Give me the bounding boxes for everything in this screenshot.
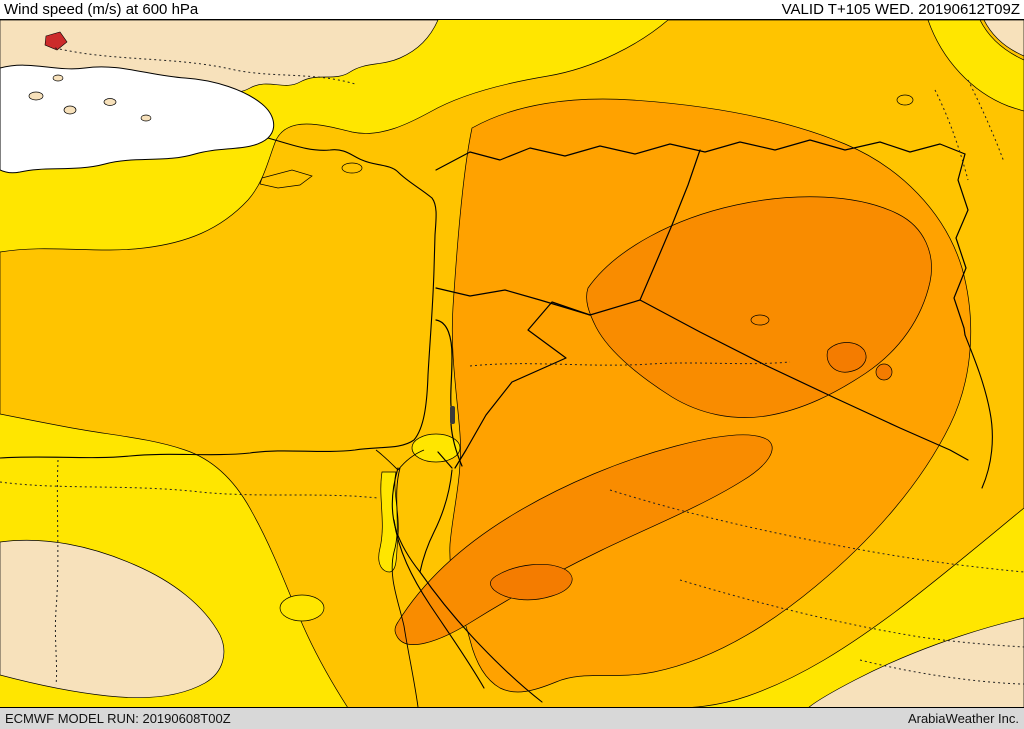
coastline-levant-egypt — [0, 137, 437, 459]
yellow-patch-nile-delta — [411, 433, 461, 463]
lake-iraq — [750, 314, 770, 326]
border-iran-west — [953, 153, 969, 336]
river-nile-delta-branches — [375, 449, 425, 471]
border-turkey-south — [435, 139, 966, 171]
island-3 — [103, 98, 117, 106]
band-cream-bottom-right — [808, 617, 1024, 707]
map-area — [0, 20, 1024, 707]
gulf-of-aqaba-coast — [419, 469, 453, 573]
dotted-border-iran-1 — [967, 79, 1005, 163]
border-syria-iraq — [639, 149, 701, 301]
attribution-label: ArabiaWeather Inc. — [907, 711, 1019, 726]
dotted-border-egypt-horizontal — [0, 481, 379, 499]
dotted-border-egypt-vertical — [54, 459, 59, 686]
map-header: Wind speed (m/s) at 600 hPa VALID T+105 … — [0, 0, 1024, 20]
border-iraq-saudi — [639, 299, 969, 461]
dark-core-spot-2 — [875, 363, 893, 381]
persian-gulf-coast — [964, 334, 993, 489]
island-5 — [52, 74, 64, 82]
map-title: Wind speed (m/s) at 600 hPa — [4, 1, 199, 18]
weather-map-svg — [0, 20, 1024, 707]
dotted-border-iran-2 — [934, 89, 969, 181]
dotted-border-saudi-1 — [609, 489, 1024, 573]
border-jordan-syria — [435, 287, 591, 316]
island-1 — [28, 91, 44, 101]
border-israel-jordan-valley — [435, 319, 463, 469]
cyprus-island — [259, 169, 313, 189]
dark-core-spot-1 — [826, 342, 867, 373]
band-yellow-topright-wedge — [927, 20, 1024, 112]
red-sea-african-coast — [393, 519, 485, 689]
island-4 — [140, 114, 152, 122]
river-nile — [391, 467, 419, 707]
band-cream-topright-corner — [983, 20, 1024, 57]
model-run-label: ECMWF MODEL RUN: 20190608T00Z — [5, 711, 231, 726]
lake-turkey — [341, 162, 363, 174]
dotted-border-turkey — [54, 47, 356, 85]
dark-core-spot-3 — [490, 564, 573, 601]
island-2 — [63, 105, 77, 115]
red-sea-arabian-coast — [419, 571, 543, 703]
dead-sea — [450, 406, 455, 424]
red-island-marker — [44, 31, 68, 51]
valid-time-label: VALID T+105 WED. 20190612T09Z — [781, 1, 1020, 18]
yellow-patch-south — [279, 594, 325, 622]
lake-van — [896, 94, 914, 106]
band-cream-bottom-left — [0, 539, 225, 698]
dotted-border-interior — [469, 361, 791, 367]
band-deep-orange-southwest — [394, 434, 773, 645]
map-footer: ECMWF MODEL RUN: 20190608T00Z ArabiaWeat… — [0, 707, 1024, 729]
dotted-border-bottom-right — [859, 659, 1024, 685]
